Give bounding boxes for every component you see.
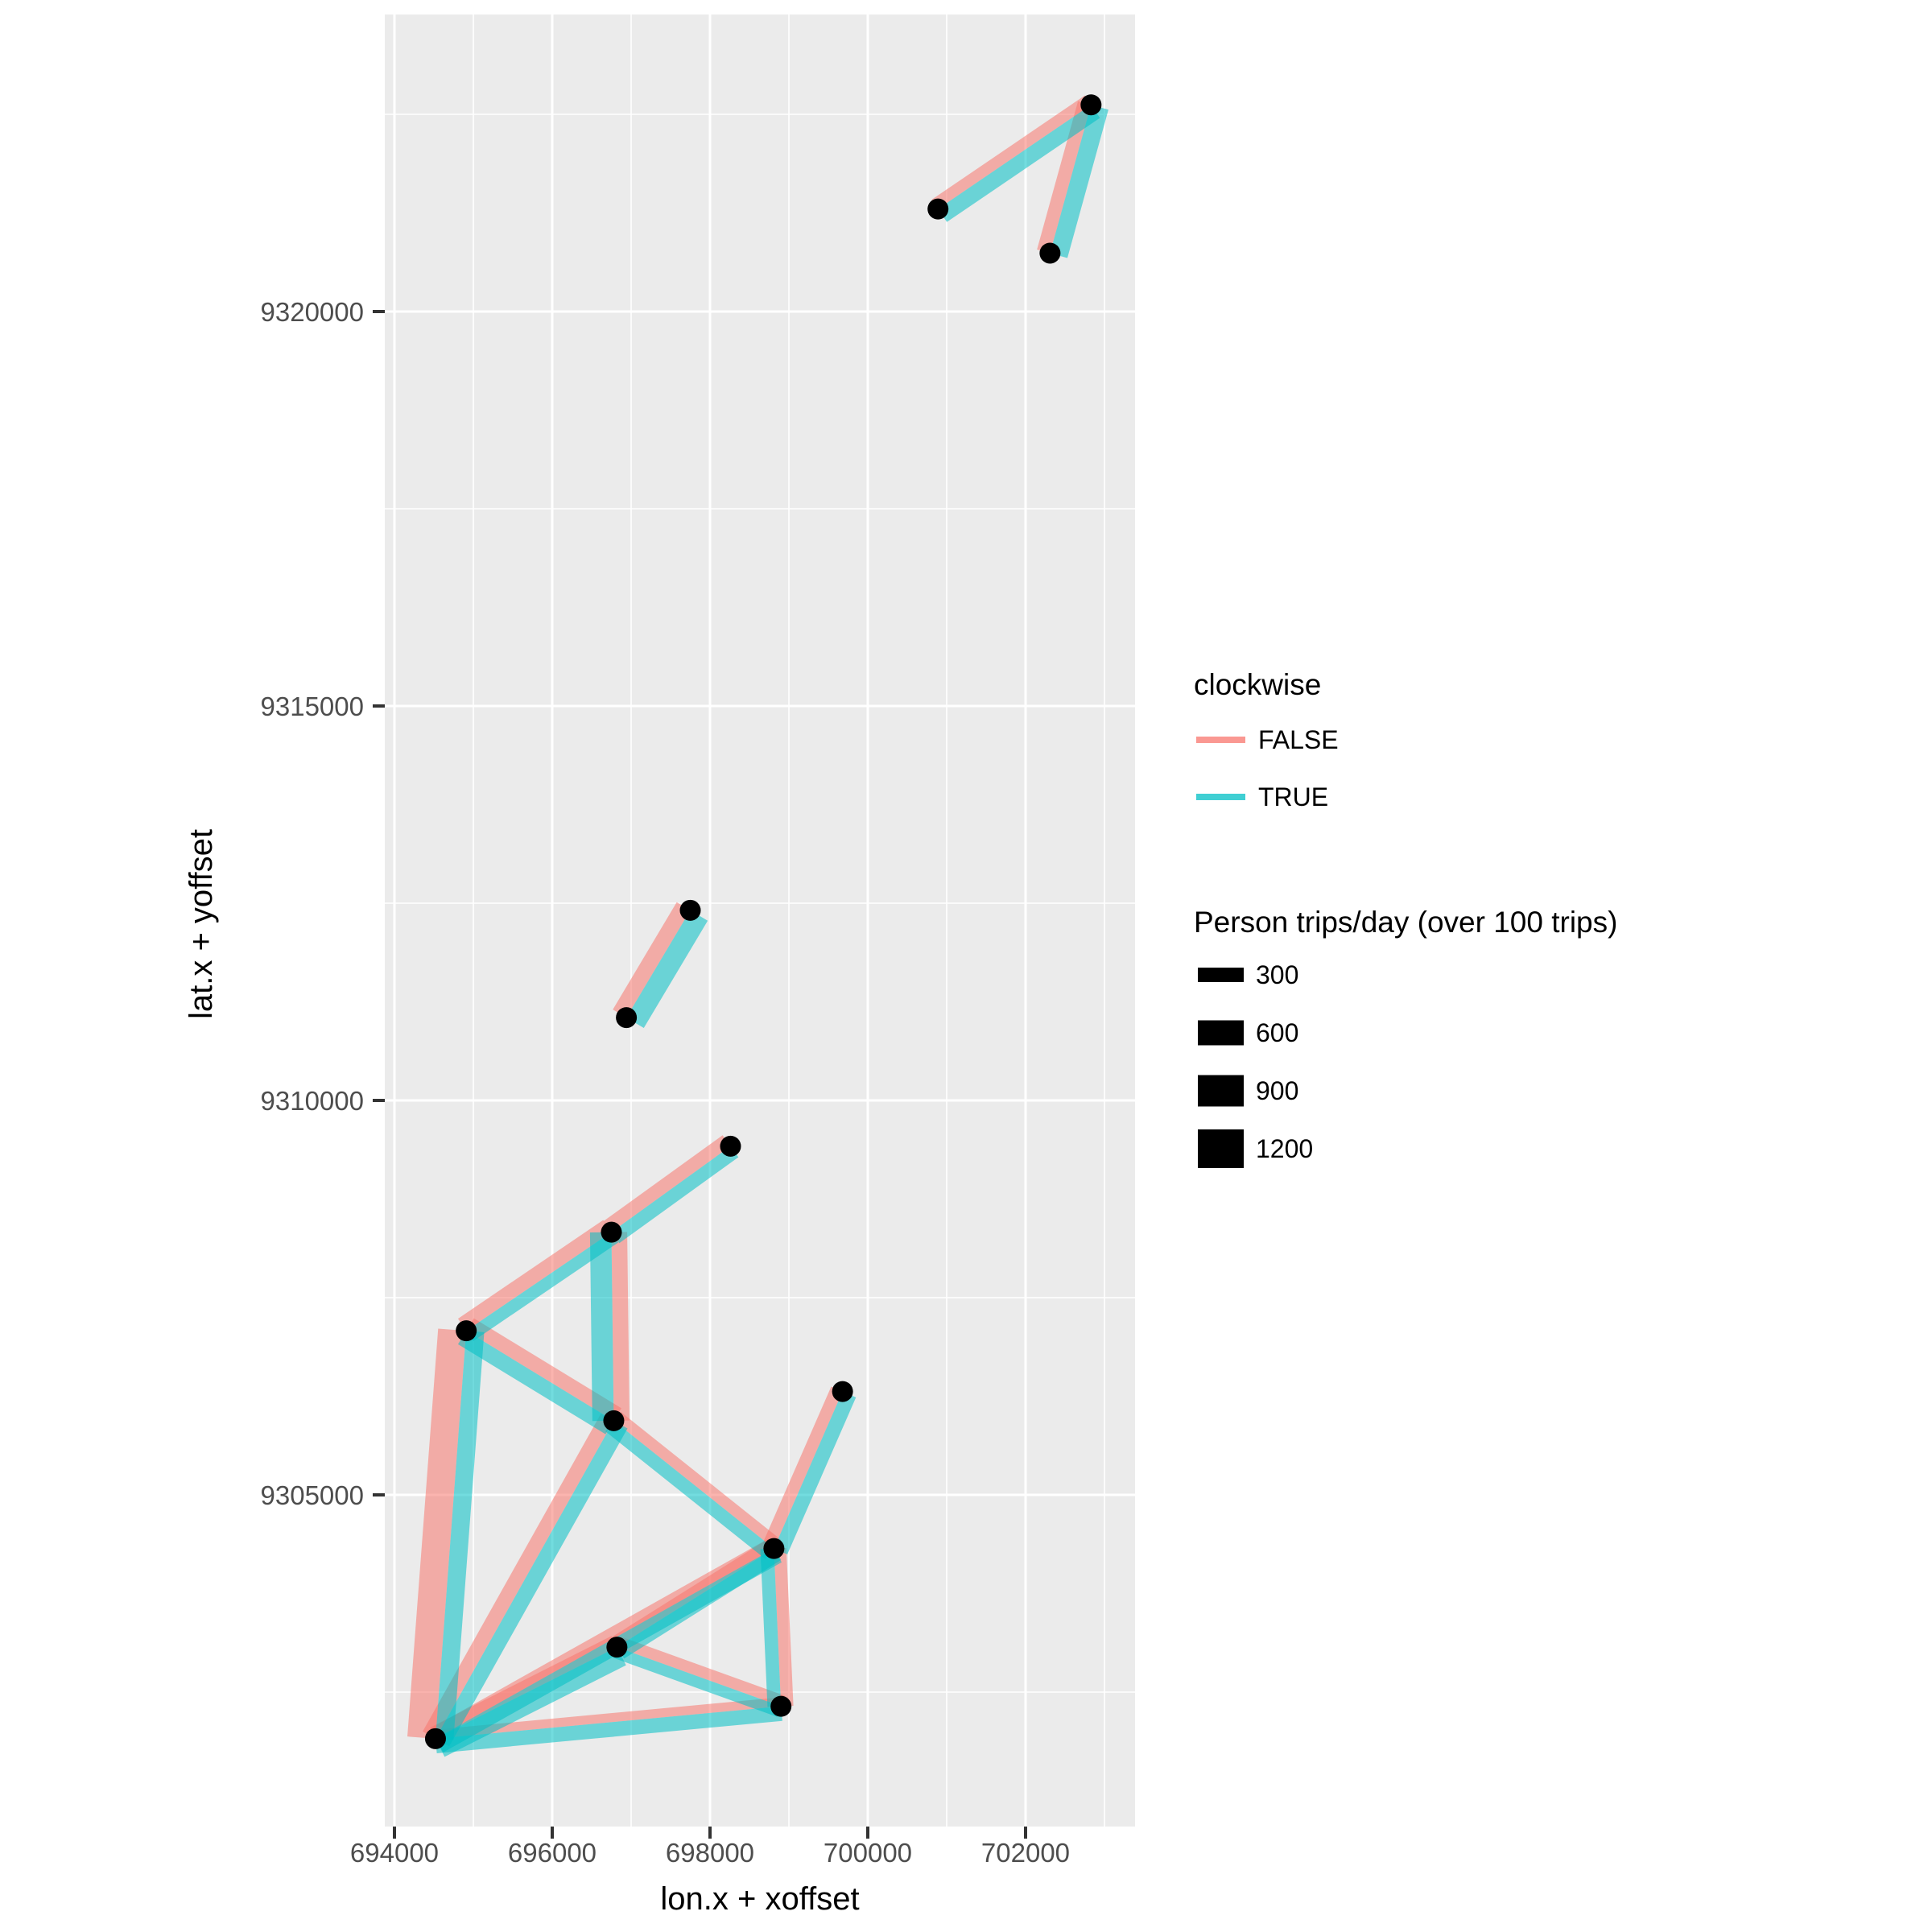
flow-band-false <box>617 1636 785 1707</box>
node-point <box>456 1320 477 1342</box>
x-tick-label: 696000 <box>508 1838 597 1868</box>
x-tick-label: 702000 <box>981 1838 1070 1868</box>
flow-band-false <box>762 1386 843 1549</box>
flow-band-false <box>931 95 1092 209</box>
node-point <box>770 1695 792 1717</box>
node-point <box>424 1728 446 1749</box>
flow-band-false <box>423 1413 614 1739</box>
flow-band-true <box>435 1331 485 1740</box>
flow-band-true <box>457 1331 614 1435</box>
flow-band-true <box>589 1232 614 1422</box>
node-point <box>603 1410 625 1431</box>
y-tick-label: 9320000 <box>261 297 364 327</box>
x-axis-title: lon.x + xoffset <box>660 1881 859 1917</box>
node-point <box>720 1135 741 1157</box>
legend-size-label-1200: 1200 <box>1256 1134 1313 1163</box>
flow-band-true <box>626 910 708 1028</box>
flow-band-true <box>774 1391 857 1554</box>
legend-size-key-300 <box>1198 968 1244 982</box>
flow-band-true <box>760 1548 782 1707</box>
flow-band-true <box>611 1146 739 1244</box>
flow-band-false <box>457 1220 612 1331</box>
flow-band-false <box>774 1547 794 1707</box>
legend-size-label-600: 600 <box>1256 1018 1298 1047</box>
node-point <box>616 1007 638 1029</box>
flow-band-false <box>407 1328 467 1739</box>
node-point <box>763 1538 785 1559</box>
legend-size: Person trips/day (over 100 trips) 300 600… <box>1194 906 1617 1168</box>
x-tick-label: 700000 <box>824 1838 912 1868</box>
flow-band-true <box>435 1706 782 1753</box>
legend-clockwise: clockwise FALSE TRUE <box>1194 668 1339 811</box>
flow-band-true <box>613 1647 782 1717</box>
legend-size-key-900 <box>1198 1075 1244 1107</box>
flow-band-false <box>611 1232 630 1421</box>
flow-band-true <box>435 1420 628 1747</box>
flow-band-true <box>605 1420 774 1559</box>
flow-band-false <box>603 1135 731 1232</box>
x-axis: 694000 696000 698000 700000 702000 <box>350 1827 1070 1868</box>
y-tick-label: 9315000 <box>261 691 364 721</box>
legend-size-label-900: 900 <box>1256 1076 1298 1105</box>
legend-size-label-300: 300 <box>1256 960 1298 989</box>
node-point <box>1080 94 1102 116</box>
legend-label-false: FALSE <box>1258 725 1339 754</box>
legend-size-title: Person trips/day (over 100 trips) <box>1194 906 1617 939</box>
x-tick-label: 694000 <box>350 1838 439 1868</box>
y-axis-title: lat.x + yoffset <box>184 829 219 1019</box>
legend-size-key-600 <box>1198 1020 1244 1046</box>
y-tick-label: 9310000 <box>261 1086 364 1116</box>
node-point <box>1039 242 1061 264</box>
flow-band-false <box>613 902 691 1018</box>
node-point <box>601 1221 622 1243</box>
node-point <box>679 899 701 921</box>
flow-band-true <box>938 105 1100 222</box>
node-points <box>424 94 1102 1749</box>
legend-size-key-1200 <box>1198 1129 1244 1168</box>
x-tick-label: 698000 <box>666 1838 754 1868</box>
flow-band-true <box>617 1548 782 1659</box>
node-point <box>927 198 949 220</box>
flow-band-true <box>1050 105 1108 258</box>
y-tick-label: 9305000 <box>261 1480 364 1510</box>
legend-clockwise-title: clockwise <box>1194 668 1321 701</box>
flow-band-false <box>613 1411 782 1549</box>
y-axis: 9320000 9315000 9310000 9305000 <box>261 297 385 1510</box>
legend-label-true: TRUE <box>1258 782 1328 811</box>
node-point <box>606 1637 628 1658</box>
node-point <box>832 1381 853 1402</box>
